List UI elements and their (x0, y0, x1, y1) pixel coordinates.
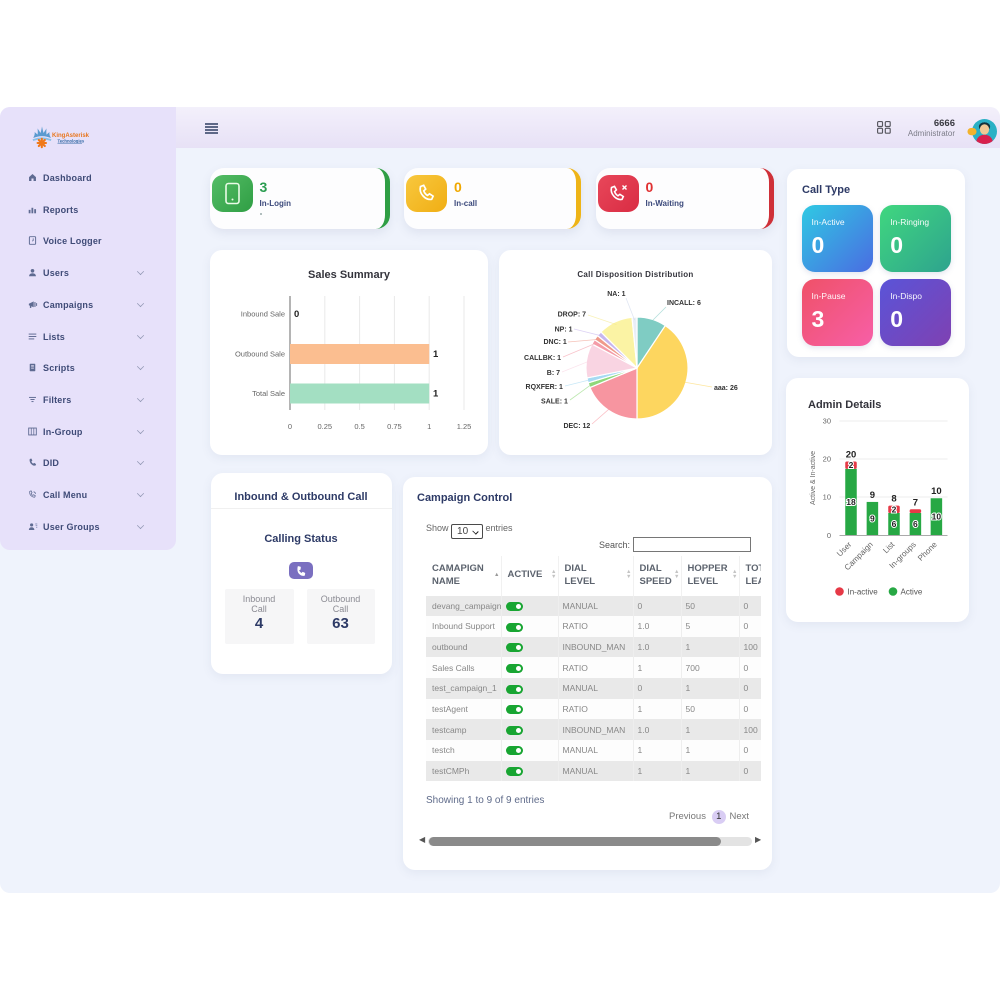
svg-text:Total Sale: Total Sale (252, 389, 285, 398)
svg-text:CALLBK: 1: CALLBK: 1 (524, 355, 561, 362)
svg-text:2: 2 (892, 504, 897, 514)
svg-text:18: 18 (846, 497, 856, 507)
svg-text:20: 20 (823, 455, 831, 464)
svg-text:1: 1 (433, 349, 439, 360)
svg-text:SALE: 1: SALE: 1 (541, 399, 568, 406)
svg-text:0: 0 (827, 531, 831, 540)
svg-text:0.25: 0.25 (317, 422, 332, 431)
svg-text:1: 1 (433, 389, 439, 400)
svg-text:Active & In-active: Active & In-active (810, 451, 817, 505)
svg-text:10: 10 (932, 512, 942, 522)
svg-text:30: 30 (823, 417, 831, 426)
svg-text:List: List (881, 540, 897, 556)
svg-text:9: 9 (870, 490, 875, 501)
svg-text:10: 10 (823, 493, 831, 502)
svg-text:9: 9 (870, 514, 875, 524)
svg-text:Active: Active (901, 588, 923, 597)
svg-text:10: 10 (931, 486, 942, 497)
svg-text:Inbound Sale: Inbound Sale (241, 310, 285, 319)
svg-text:7: 7 (913, 497, 918, 508)
svg-text:0: 0 (288, 422, 292, 431)
svg-text:DNC: 1: DNC: 1 (543, 339, 566, 346)
svg-text:KingAsterisk: KingAsterisk (52, 133, 90, 139)
svg-text:aaa: 26: aaa: 26 (714, 385, 738, 392)
svg-text:INCALL: 6: INCALL: 6 (667, 300, 701, 307)
svg-text:User: User (835, 540, 854, 559)
svg-text:NP: 1: NP: 1 (555, 327, 573, 334)
svg-text:0.75: 0.75 (387, 422, 402, 431)
svg-text:0: 0 (294, 309, 299, 320)
svg-text:NA: 1: NA: 1 (607, 291, 625, 298)
svg-text:20: 20 (846, 450, 857, 461)
svg-text:Outbound Sale: Outbound Sale (235, 350, 285, 359)
svg-text:1: 1 (427, 422, 431, 431)
svg-text:1.25: 1.25 (457, 422, 472, 431)
svg-text:DEC: 12: DEC: 12 (563, 423, 590, 430)
svg-text:2: 2 (849, 460, 854, 470)
svg-text:Technologies: Technologies (58, 138, 85, 143)
svg-text:Phone: Phone (916, 540, 939, 563)
svg-text:In-active: In-active (848, 588, 879, 597)
svg-text:0.5: 0.5 (354, 422, 364, 431)
svg-text:RQXFER: 1: RQXFER: 1 (526, 384, 563, 391)
svg-text:DROP: 7: DROP: 7 (558, 312, 587, 319)
svg-text:B: 7: B: 7 (547, 370, 560, 377)
svg-text:6: 6 (913, 519, 918, 529)
svg-text:8: 8 (891, 494, 896, 505)
svg-text:6: 6 (892, 519, 897, 529)
